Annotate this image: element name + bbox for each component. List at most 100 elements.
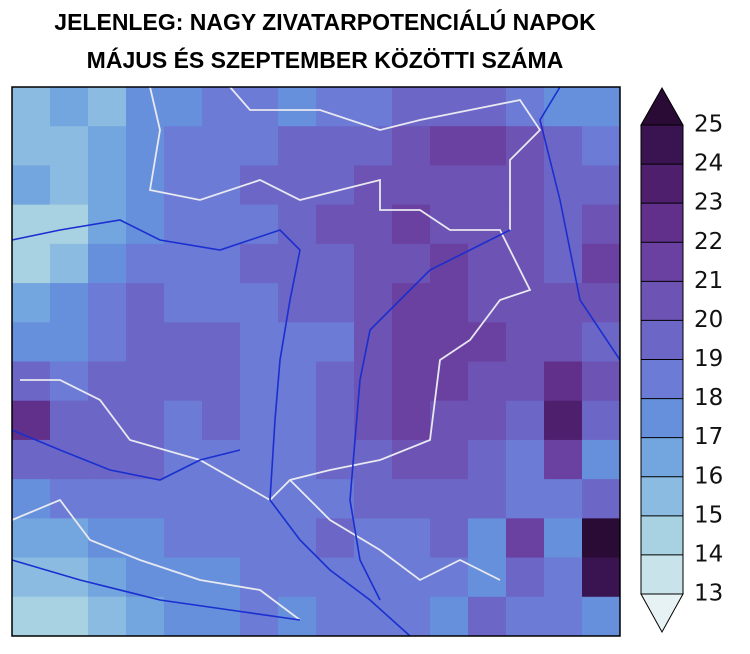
river [11,429,241,481]
river [539,86,621,361]
river [11,559,301,621]
grid-cell [544,243,583,284]
grid-cell [544,557,583,598]
grid-cell [278,204,317,245]
grid-cell [582,518,621,559]
grid-cell [544,518,583,559]
grid-cell [88,165,127,206]
grid-cell [582,596,621,637]
grid-cell [392,596,431,637]
grid-cell [544,361,583,402]
grid-cell [354,126,393,166]
grid-cell [164,557,203,598]
grid-cell [506,165,545,206]
grid-cell [88,400,127,441]
grid-cell [468,243,507,284]
colorbar-band [641,359,683,399]
grid-cell [468,361,507,402]
grid-cell [164,204,203,245]
grid-cell [468,165,507,206]
title-line: MÁJUS ÉS SZEPTEMBER KÖZÖTTI SZÁMA [87,46,564,73]
colorbar-tick-label: 22 [694,229,723,255]
grid-cell [126,361,165,402]
border [20,86,532,502]
grid-cell [126,204,165,245]
grid-cell [202,557,241,598]
grid-cell [506,479,545,519]
grid-cell [392,204,431,245]
grid-cell [430,204,469,245]
grid-cell [582,322,621,362]
grid-cell [468,400,507,441]
grid-cell [316,557,355,598]
grid-cell [354,479,393,519]
colorbar: 13 14 15 16 17 18 19 20 21 22 23 24 25 [640,86,723,634]
grid-cell [316,126,355,166]
grid-cell [468,204,507,245]
grid-cell [164,322,203,362]
grid-cell [126,126,165,166]
grid-cell [88,596,127,637]
border [289,479,501,582]
grid-cell [582,283,621,323]
grid-cell [12,596,51,637]
grid-cell [582,400,621,441]
colorbar-extend [640,593,684,634]
grid-cell [50,243,89,284]
colorbar-tick-label: 16 [694,463,723,489]
grid-cell [278,361,317,402]
grid-cell [468,439,507,480]
river [349,229,511,601]
grid-cell [88,557,127,598]
grid-cell [50,283,89,323]
grid-cell [50,361,89,402]
grid-cell [240,322,279,362]
grid-cell [392,479,431,519]
grid-cell [88,243,127,284]
grid-cell [468,557,507,598]
grid-cell [240,557,279,598]
grid-cell [88,322,127,362]
grid-cell [506,204,545,245]
grid-cell [316,204,355,245]
grid-cell [354,322,393,362]
grid-cell [506,439,545,480]
colorbar-band [641,125,683,165]
grid-cell [202,596,241,637]
grid-cell [316,87,355,127]
grid-cell [12,518,51,559]
grid-cell [354,87,393,127]
grid-cell [582,557,621,598]
grid-cell [240,87,279,127]
colorbar-tick-label: 20 [694,307,723,333]
grid-cell [164,518,203,559]
grid-cell [430,400,469,441]
grid-cell [240,283,279,323]
grid-cell [392,518,431,559]
grid-cell [316,596,355,637]
grid-cell [468,126,507,166]
grid-cell [392,87,431,127]
grid-cell [50,126,89,166]
grid-cell [544,165,583,206]
grid-cell [88,126,127,166]
grid-cell [316,400,355,441]
grid-cell [88,361,127,402]
grid-cell [50,322,89,362]
border [229,86,542,230]
grid-cell [202,479,241,519]
grid-cell [506,322,545,362]
map-frame [11,86,621,637]
colorbar-band [641,320,683,360]
grid-cell [12,126,51,166]
grid-cell [126,596,165,637]
grid-cell [126,557,165,598]
grid-cell [316,439,355,480]
grid-cell [468,479,507,519]
grid-cell [202,361,241,402]
grid-cell [12,322,51,362]
grid-cell [240,361,279,402]
grid-cell [164,479,203,519]
colorbar-tick-label: 19 [694,346,723,372]
grid-cell [240,479,279,519]
